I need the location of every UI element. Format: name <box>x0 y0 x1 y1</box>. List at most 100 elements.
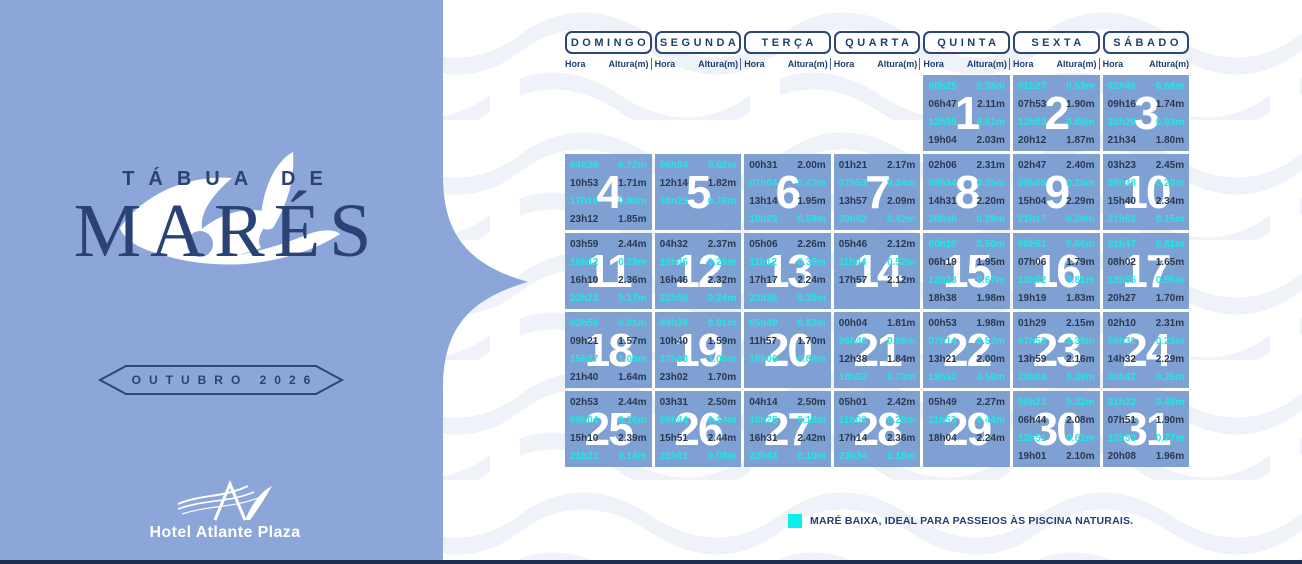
high-tide-row: 09h21 1.57m <box>570 332 647 350</box>
tide-time: 20h12 <box>1018 134 1047 146</box>
tide-height: 1.85m <box>618 213 647 225</box>
high-tide-row: 15h40 2.34m <box>1108 192 1185 210</box>
tide-height: 1.95m <box>797 195 826 207</box>
day-number: 23 <box>1032 324 1082 376</box>
high-tide-row: 12h38 1.84m <box>839 350 916 368</box>
tide-height: 1.59m <box>707 335 737 347</box>
low-tide-row: 13h55 0.95m <box>1108 271 1185 289</box>
month-badge-label: OUTUBRO 2026 <box>131 373 319 387</box>
low-tide-row: 02h46 0.68m <box>1108 77 1185 95</box>
tide-time: 07h14 <box>928 335 957 347</box>
page-title-line2: MARÉS <box>73 189 381 273</box>
tide-time: 17h08 <box>659 353 688 365</box>
day-cell-31: 31 01h32 0.48m 07h51 1.90m 13h53 0.77m 20h08 1.9… <box>1102 391 1190 467</box>
low-tide-row: 20h04 0.39m <box>1018 368 1095 386</box>
tide-height: 1.90m <box>1066 98 1095 110</box>
tide-height: 0.32m <box>1066 396 1095 408</box>
day-cell-9: 9 02h47 2.40m 09h06 0.20m 15h04 2.29m 21h17 0.20… <box>1013 154 1100 230</box>
tide-time: 11h12 <box>749 256 777 268</box>
tide-time: 20h40 <box>928 213 957 225</box>
tide-height: 0.42m <box>886 213 916 225</box>
day-cell-17: 17 01h47 0.81m 08h02 1.65m 13h55 0.95m 20h27 1.7… <box>1102 233 1190 309</box>
hora-label: Hora <box>565 59 586 69</box>
tide-time: 21h53 <box>1107 213 1136 225</box>
tide-height: 0.67m <box>976 274 1005 286</box>
low-tide-row: 12h55 0.61m <box>928 113 1005 131</box>
tide-height: 2.12m <box>886 238 916 250</box>
tide-height: 2.50m <box>797 396 826 408</box>
tide-height: 0.80m <box>1066 116 1095 128</box>
tide-height: 0.25m <box>1155 335 1185 347</box>
column-labels: Hora Altura(m) <box>744 58 831 70</box>
tide-height: 1.70m <box>707 371 737 383</box>
tide-height: 2.36m <box>618 274 647 286</box>
tide-height: 0.38m <box>1066 335 1095 347</box>
low-tide-row: 08h34 0.25m <box>928 174 1005 192</box>
low-tide-row: 06h04 0.62m <box>660 156 737 174</box>
tide-height: 0.39m <box>1066 371 1095 383</box>
day-cell-8: 8 02h06 2.31m 08h34 0.25m 14h31 2.20m 20h40 0.29… <box>923 154 1010 230</box>
day-number: 5 <box>686 166 712 218</box>
tide-time: 12h14 <box>659 177 688 189</box>
low-tide-row: 23h34 0.18m <box>839 447 916 465</box>
low-tide-row: 20h40 0.29m <box>928 210 1005 228</box>
day-number: 11 <box>585 245 633 297</box>
high-tide-row: 16h10 2.36m <box>570 271 647 289</box>
day-cell-5: 5 06h04 0.62m 12h14 1.82m 18h25 0.76m <box>654 154 742 230</box>
tide-rows: 05h49 2.27m 11h53 0.44m 18h04 2.24m <box>923 391 1010 467</box>
high-tide-row: 18h04 2.24m <box>928 429 1005 447</box>
high-tide-row: 05h01 2.42m <box>839 393 916 411</box>
tide-time: 21h34 <box>1107 134 1136 146</box>
low-tide-row: 10h46 0.29m <box>660 253 737 271</box>
tide-height: 2.27m <box>976 396 1005 408</box>
tide-height: 2.17m <box>886 159 916 171</box>
month-badge: OUTUBRO 2026 <box>98 364 344 396</box>
day-cell-12: 12 04h32 2.37m 10h46 0.29m 16h46 2.32m 22h59 0.2… <box>654 233 742 309</box>
high-tide-row: 15h04 2.29m <box>1018 192 1095 210</box>
tide-height: 0.23m <box>618 256 647 268</box>
day-cell-18: 18 02h59 0.91m 09h21 1.57m 15h27 1.03m 21h40 1.6… <box>565 312 652 388</box>
day-number: 2 <box>1044 87 1070 139</box>
tide-time: 04h38 <box>659 317 688 329</box>
high-tide-row: 06h47 2.11m <box>928 95 1005 113</box>
high-tide-row: 05h46 2.12m <box>839 235 916 253</box>
high-tide-row: 06h19 1.95m <box>928 253 1005 271</box>
tide-time: 13h53 <box>1018 116 1047 128</box>
high-tide-row: 13h57 2.09m <box>839 192 916 210</box>
tide-time: 00h21 <box>1018 396 1047 408</box>
low-tide-row: 07h53 0.34m <box>839 174 916 192</box>
day-cell-11: 11 03h59 2.44m 10h12 0.23m 16h10 2.36m 22h23 0.1… <box>565 233 652 309</box>
low-tide-row: 05h49 0.82m <box>749 314 826 332</box>
tide-height: 2.42m <box>886 396 916 408</box>
high-tide-row: 00h04 1.81m <box>839 314 916 332</box>
low-tide-legend: MARÉ BAIXA, IDEAL PARA PASSEIOS ÀS PISCI… <box>788 514 1133 528</box>
high-tide-row: 21h40 1.64m <box>570 368 647 386</box>
low-tide-row: 21h17 0.20m <box>1018 210 1095 228</box>
tide-time: 13h02 <box>1018 274 1047 286</box>
tide-rows: 02h06 2.31m 08h34 0.25m 14h31 2.20m 20h40 0.29m <box>923 154 1010 230</box>
tide-rows: 01h29 2.15m 07h53 0.38m 13h59 2.16m 20h04 0.39m <box>1013 312 1100 388</box>
tide-time: 00h53 <box>928 317 957 329</box>
tide-height: 1.70m <box>797 335 826 347</box>
high-tide-row: 14h31 2.20m <box>928 192 1005 210</box>
low-tide-row: 17h16 0.90m <box>570 192 647 210</box>
high-tide-row: 06h44 2.08m <box>1018 411 1095 429</box>
high-tide-row: 17h14 2.36m <box>839 429 916 447</box>
low-tide-row: 11h06 0.28m <box>839 411 916 429</box>
tide-height: 1.81m <box>886 317 916 329</box>
tide-time: 00h10 <box>928 238 957 250</box>
low-tide-row: 00h10 0.50m <box>928 235 1005 253</box>
low-tide-row: 10h25 0.18m <box>749 411 826 429</box>
hora-label: Hora <box>833 59 855 69</box>
weekday-header-domingo: DOMINGO <box>565 31 652 54</box>
altura-label: Altura(m) <box>698 59 739 69</box>
low-tide-row: 07h04 0.47m <box>749 174 826 192</box>
tide-height: 0.56m <box>976 371 1005 383</box>
column-labels: Hora Altura(m) <box>1013 58 1100 70</box>
low-tide-row: 15h29 0.93m <box>1108 113 1185 131</box>
low-tide-row: 13h02 0.81m <box>1018 271 1095 289</box>
altura-label: Altura(m) <box>877 59 918 69</box>
low-tide-row: 08h31 0.25m <box>1108 332 1185 350</box>
tide-time: 23h02 <box>659 371 688 383</box>
tide-height: 1.70m <box>1155 292 1185 304</box>
